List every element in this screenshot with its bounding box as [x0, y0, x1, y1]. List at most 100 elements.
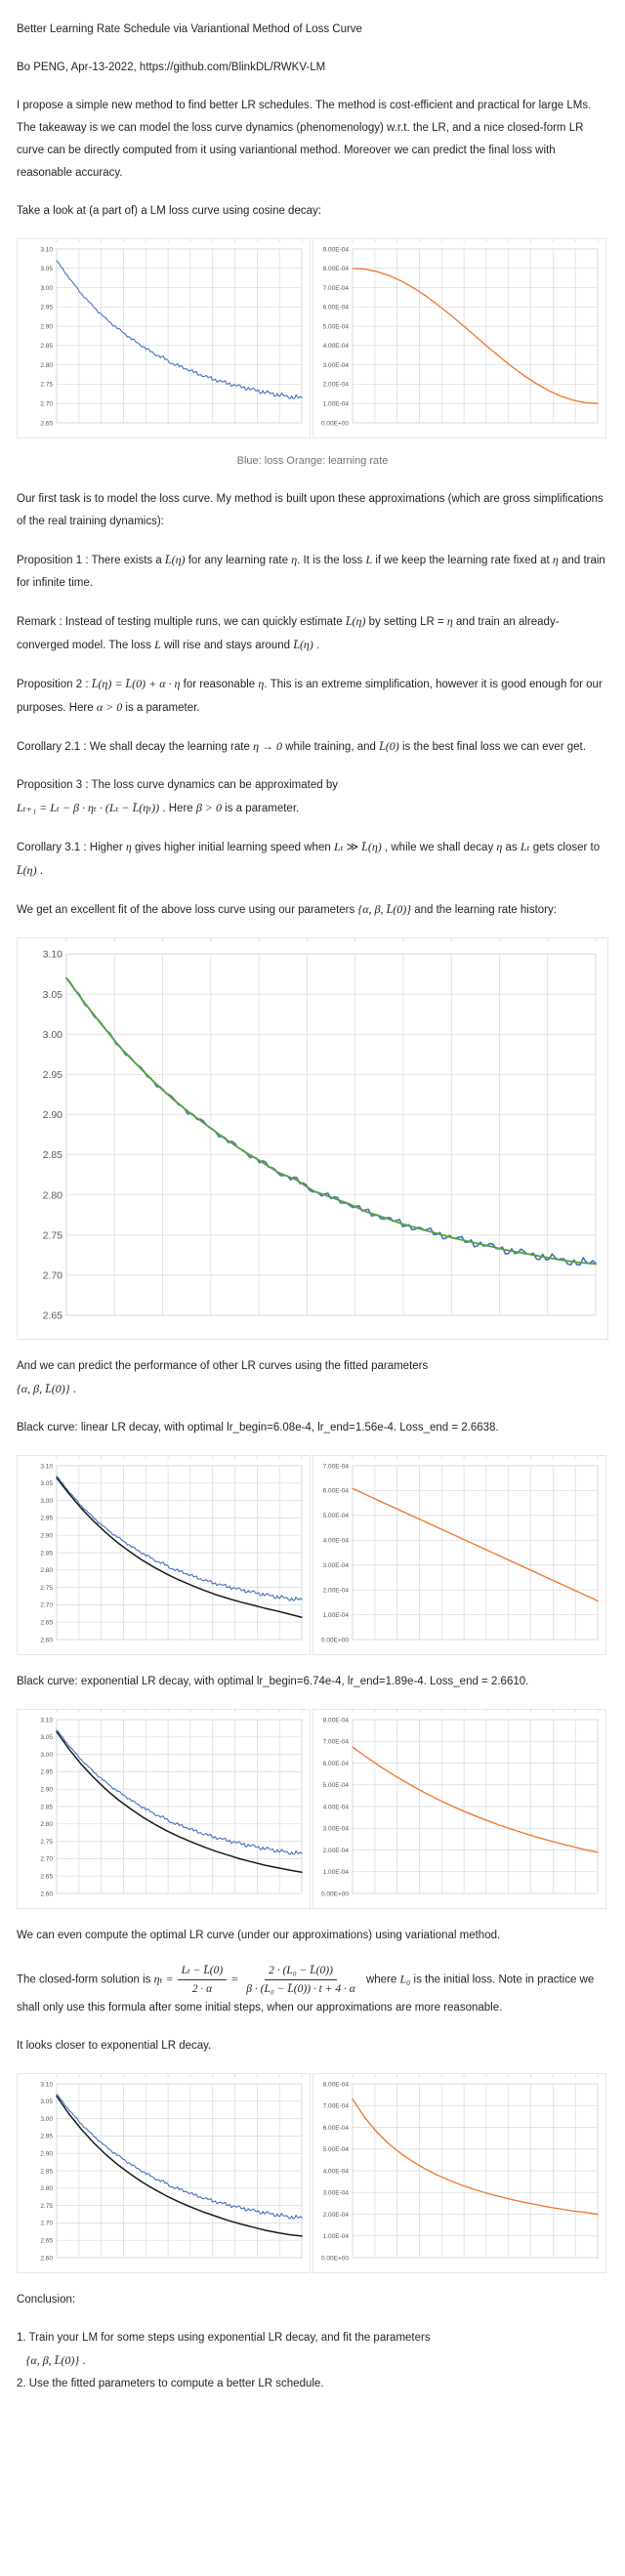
series-learning_rate [352, 2098, 599, 2216]
text-run: as [502, 842, 521, 853]
y-tick-label: 1.00E-04 [323, 1612, 350, 1619]
y-tick-label: 3.10 [40, 246, 53, 253]
series-predicted_exponential [56, 1730, 303, 1874]
math-inline: {α, β, L̄(0)} [17, 1382, 70, 1395]
text-run: Corollary 2.1 : We shall decay the learn… [17, 741, 254, 753]
math-fraction: Lₜ − L̄(0) 2 · α [177, 1963, 228, 1997]
y-tick-label: 3.05 [40, 1480, 53, 1487]
series-predicted_linear [56, 1476, 303, 1618]
y-tick-label: 1.00E-04 [323, 1869, 350, 1876]
y-tick-label: 2.90 [40, 2150, 53, 2157]
series-learning_rate [352, 1746, 599, 1853]
chart-pair: 3.10 3.05 3.00 2.95 2.90 2.85 2.80 2.75 2.70 2.65… [17, 2073, 608, 2273]
y-tick-label: 4.00E-04 [323, 343, 350, 350]
math-inline: L [154, 638, 161, 651]
paragraph: It looks closer to exponential LR decay. [17, 2035, 608, 2057]
math-inline: {α, β, L̄(0)} [357, 902, 411, 916]
text-run: And we can predict the performance of ot… [17, 1360, 429, 1372]
y-tick-label: 5.00E-04 [323, 2146, 350, 2153]
series-loss [56, 1475, 303, 1601]
text-run: by setting LR = [365, 616, 447, 628]
paragraph: Black curve: linear LR decay, with optim… [17, 1417, 608, 1439]
y-tick-label: 2.85 [40, 1550, 53, 1557]
math-inline: Lₜ [520, 840, 530, 853]
y-tick-label: 5.00E-04 [323, 1782, 350, 1789]
y-tick-label: 7.00E-04 [323, 1463, 350, 1470]
text-run: will rise and stays around [160, 640, 294, 651]
text-run: and the learning rate history: [411, 904, 557, 916]
text-run: Our first task is to model the loss curv… [17, 493, 607, 527]
text-run: gives higher initial learning speed when [131, 842, 334, 853]
y-tick-label: 2.80 [40, 2185, 53, 2192]
y-tick-label: 8.00E-04 [323, 1717, 350, 1724]
text-run: Corollary 3.1 : Higher [17, 842, 126, 853]
series-learning_rate [352, 268, 599, 404]
y-tick-label: 2.00E-04 [323, 1848, 350, 1854]
text-run: for any learning rate [185, 555, 292, 566]
text-run: I propose a simple new method to find be… [17, 100, 595, 179]
chart-loss-exp-fit: 3.10 3.05 3.00 2.95 2.90 2.85 2.80 2.75 2.70 2.65… [17, 1709, 311, 1909]
y-tick-label: 2.60 [40, 1637, 53, 1643]
chart-pair: 3.10 3.05 3.00 2.95 2.90 2.85 2.80 2.75 2.70 2.65… [17, 1455, 608, 1655]
math-inline: η → 0 [253, 739, 283, 753]
math-inline: η [496, 840, 503, 853]
text-run: Proposition 2 : [17, 679, 92, 690]
y-tick-label: 7.00E-04 [323, 285, 350, 292]
paragraph: Proposition 1 : There exists a L̄(η) for… [17, 549, 608, 595]
math-inline: η [291, 553, 298, 566]
math-inline: L [365, 553, 373, 566]
y-tick-label: 2.00E-04 [323, 1587, 350, 1594]
text-run: gets closer to [529, 842, 604, 853]
y-tick-label: 2.90 [40, 323, 53, 330]
y-tick-label: 2.95 [40, 1516, 53, 1522]
y-tick-label: 3.05 [40, 2098, 53, 2105]
text-run: Conclusion: [17, 2294, 76, 2306]
chart-loss-fit: 3.10 3.05 3.00 2.95 2.90 2.85 2.80 2.75 2.70 2.65 [17, 937, 608, 1340]
math-inline: L̄(η) [345, 614, 366, 628]
text-run: . Here [159, 803, 196, 814]
math-inline: L₀ [399, 1972, 411, 1986]
math-inline: L̄(η) [164, 553, 186, 566]
text-run: Black curve: linear LR decay, with optim… [17, 1422, 499, 1433]
y-tick-label: 1.00E-04 [323, 400, 350, 407]
text-run: . [36, 865, 44, 877]
text-run: Blue: loss Orange: learning rate [236, 455, 389, 467]
page-title: Better Learning Rate Schedule via Varian… [17, 19, 608, 41]
series-fit [65, 976, 597, 1266]
text-run: 2. Use the fitted parameters to compute … [17, 2378, 324, 2389]
y-tick-label: 2.95 [43, 1069, 63, 1081]
paragraph: Remark : Instead of testing multiple run… [17, 610, 608, 657]
chart-lr-cosine: 9.00E-04 8.00E-04 7.00E-04 6.00E-04 5.00E-04… [312, 238, 606, 438]
chart-lr-var: 8.00E-04 7.00E-04 6.00E-04 5.00E-04 4.00E-04… [312, 2073, 606, 2273]
y-tick-label: 2.75 [40, 1839, 53, 1846]
y-tick-label: 3.05 [43, 989, 63, 1001]
y-tick-label: 2.60 [40, 2255, 53, 2262]
y-tick-label: 4.00E-04 [323, 1804, 350, 1810]
closed-form-solution: The closed-form solution is ηₜ = Lₜ − L̄(… [17, 1963, 608, 2019]
y-tick-label: 2.75 [43, 1229, 63, 1241]
y-tick-label: 2.85 [40, 343, 53, 350]
text-run: is the initial loss. Note in practice we… [17, 1974, 598, 2014]
y-tick-label: 3.05 [40, 1734, 53, 1741]
math-fraction: 2 · (L₀ − L̄(0)) β · (L₀ − L̄(0)) · t + 4… [242, 1963, 358, 1997]
y-tick-label: 7.00E-04 [323, 2103, 350, 2110]
y-tick-label: 2.80 [43, 1189, 63, 1201]
y-tick-label: 3.00 [43, 1029, 63, 1041]
y-tick-label: 5.00E-04 [323, 1513, 350, 1519]
y-tick-label: 3.00E-04 [323, 2190, 350, 2197]
y-tick-label: 3.00 [40, 285, 53, 292]
text-run [17, 2355, 26, 2367]
math-inline: ηₜ = [153, 1972, 174, 1986]
text-run: while training, and [282, 741, 380, 753]
text-run: , while we shall decay [381, 842, 497, 853]
byline: Bo PENG, Apr-13-2022, https://github.com… [17, 57, 608, 79]
y-tick-label: 0.00E+00 [321, 2255, 349, 2262]
y-tick-label: 3.00 [40, 2116, 53, 2123]
y-tick-label: 3.10 [40, 1717, 53, 1724]
y-tick-label: 6.00E-04 [323, 1488, 350, 1495]
y-tick-label: 2.85 [40, 2168, 53, 2175]
y-tick-label: 1.00E-04 [323, 2233, 350, 2240]
y-tick-label: 2.75 [40, 2203, 53, 2210]
y-tick-label: 9.00E-04 [323, 246, 350, 253]
y-tick-label: 2.65 [40, 1873, 53, 1880]
